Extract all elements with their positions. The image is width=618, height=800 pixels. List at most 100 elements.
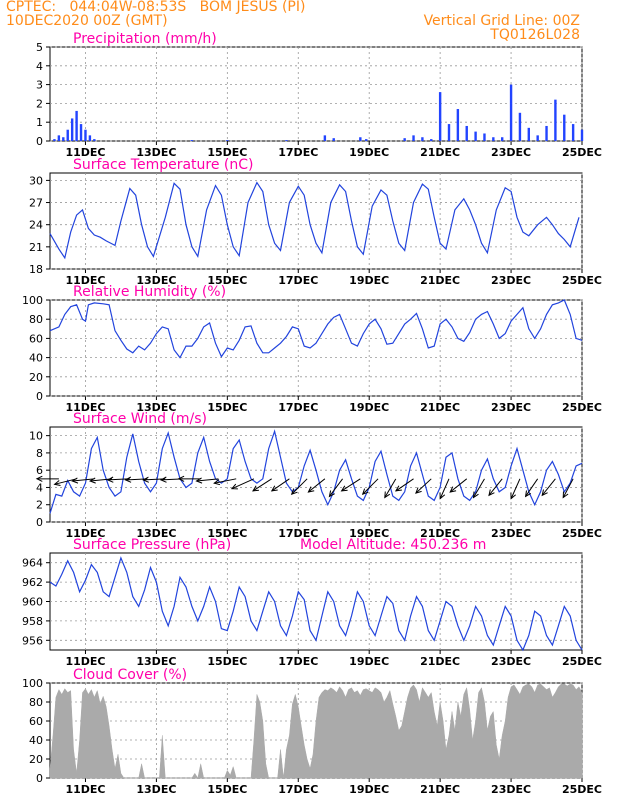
panel-3-xtick-label: 15DEC — [207, 527, 247, 540]
panel-3-wind-vector — [395, 478, 414, 492]
panel-3-ytick-label: 6 — [36, 464, 43, 477]
panel-5-xtick-label: 11DEC — [65, 783, 105, 796]
panel-0-bar — [190, 140, 194, 141]
panel-4-ytick-label: 958 — [22, 615, 43, 628]
panel-2-xtick-label: 15DEC — [207, 401, 247, 414]
panel-0-bar — [571, 124, 575, 141]
panel-3-wind-arrowhead — [159, 476, 167, 483]
panel-2-frame — [49, 299, 583, 397]
panel-3-wind-vector — [439, 478, 450, 499]
panel-4-ytick-label: 962 — [22, 576, 43, 589]
panel-0-xtick-label: 17DEC — [278, 146, 318, 159]
panel-0-bar — [412, 135, 415, 141]
panel-3-ytick-label: 10 — [29, 430, 43, 443]
panel-2-xtick-label: 11DEC — [65, 401, 105, 414]
panel-0-bar — [563, 114, 566, 141]
panel-5-xtick-label: 19DEC — [349, 783, 389, 796]
panel-1-line — [49, 181, 580, 260]
panel-2-ytick-label: 100 — [22, 294, 43, 307]
panel-3-wind-arrowhead — [340, 485, 348, 492]
panel-0-xtick-label: 23DEC — [491, 146, 531, 159]
panel-4-xtick-label: 23DEC — [491, 655, 531, 668]
header-grid-line: Vertical Grid Line: 00Z — [423, 13, 580, 29]
panel-3-wind-vector — [308, 478, 326, 493]
panel-3-wind-arrowhead — [195, 477, 203, 484]
panel-3-wind-arrowhead — [524, 490, 532, 498]
panel-2-xtick-label: 23DEC — [491, 401, 531, 414]
panel-1-ytick-label: 21 — [29, 241, 43, 254]
panel-1-ytick-label: 30 — [29, 174, 43, 187]
panel-3-wind-vector — [362, 478, 379, 495]
panel-3-wind-vector — [125, 478, 148, 481]
panel-3-wind-arrowhead — [361, 488, 369, 496]
panel-5-xtick-label: 21DEC — [420, 783, 460, 796]
panel-3-xtick-label: 21DEC — [420, 527, 460, 540]
panel-3-wind-arrowhead — [290, 488, 298, 496]
header-model: TQ0126L028 — [490, 27, 580, 43]
panel-3-wind-vector — [231, 478, 255, 490]
panel-2-line — [49, 299, 583, 359]
panel-3-wind-arrowhead — [384, 491, 391, 499]
panel-4-xtick-label: 19DEC — [349, 655, 389, 668]
panel-0-bar — [84, 129, 87, 141]
panel-0-bar — [483, 133, 486, 141]
panel-3-wind-vector — [291, 478, 308, 495]
panel-3-xtick-label: 17DEC — [278, 527, 318, 540]
panel-0-bar — [447, 124, 451, 141]
panel-3-xtick-label: 19DEC — [349, 527, 389, 540]
panel-3-wind-vector — [72, 478, 95, 482]
panel-3-wind-vector — [525, 478, 539, 497]
panel-3-xtick-label: 25DEC — [562, 527, 602, 540]
panel-4-ytick-label: 960 — [22, 596, 43, 609]
panel-1-xtick-label: 21DEC — [420, 274, 460, 287]
panel-1-ytick-label: 24 — [29, 219, 43, 232]
panel-3-wind-arrowhead — [328, 490, 335, 498]
panel-3-wind-arrowhead — [270, 485, 278, 492]
panel-2-title: Relative Humidity (%) — [73, 284, 226, 300]
panel-3-wind-vector — [328, 478, 344, 497]
panel-5-area — [49, 683, 583, 779]
panel-3-wind-vector — [449, 478, 468, 493]
panel-3-wind-arrowhead — [472, 491, 479, 499]
panel-3-xtick-label: 11DEC — [65, 527, 105, 540]
panel-0-bar — [66, 129, 69, 141]
panel-4-subtitle: Model Altitude: 450.236 m — [300, 537, 486, 553]
panel-0-bar — [438, 92, 442, 141]
panel-0-bar — [545, 125, 548, 141]
panel-2-xtick-label: 25DEC — [562, 401, 602, 414]
panel-0-xtick-label: 19DEC — [349, 146, 389, 159]
panel-0-bar — [536, 135, 539, 141]
panel-3-wind-arrowhead — [439, 492, 446, 500]
panel-3-wind-arrowhead — [106, 476, 114, 483]
panel-0-xtick-label: 15DEC — [207, 146, 247, 159]
panel-0-bar — [75, 110, 78, 141]
panel-0-bar — [332, 138, 335, 141]
panel-0-bar — [421, 137, 424, 141]
panel-4-title: Surface Pressure (hPa) — [73, 537, 231, 553]
panel-1-frame — [49, 172, 583, 270]
panel-2-ytick-label: 60 — [29, 332, 43, 345]
panel-3-wind-vector — [562, 478, 574, 498]
panel-0-xtick-label: 13DEC — [136, 146, 176, 159]
panel-3-wind-arrowhead — [394, 485, 402, 492]
panel-3-wind-arrowhead — [177, 475, 185, 482]
panel-3-line — [49, 429, 583, 514]
panel-2-ytick-label: 80 — [29, 313, 43, 326]
panel-3-wind-vector — [488, 478, 503, 496]
panel-1-title: Surface Temperature (nC) — [73, 157, 254, 173]
panel-5-title: Cloud Cover (%) — [73, 667, 187, 683]
panel-0-bar — [365, 139, 368, 141]
panel-0-bar — [88, 135, 92, 141]
panel-0-bar — [518, 112, 522, 141]
panel-1-ytick-label: 27 — [29, 197, 43, 210]
panel-3-wind-arrowhead — [488, 489, 495, 497]
panel-3-wind-arrowhead — [35, 475, 43, 482]
panel-3-xtick-label: 23DEC — [491, 527, 531, 540]
panel-3-frame — [49, 426, 583, 523]
panel-0-bar — [93, 139, 96, 141]
panel-0-title: Precipitation (mm/h) — [73, 31, 217, 47]
panel-3-wind-arrowhead — [562, 491, 569, 499]
panel-0-frame — [49, 46, 583, 142]
panel-5-xtick-label: 25DEC — [562, 783, 602, 796]
panel-1-xtick-label: 17DEC — [278, 274, 318, 287]
